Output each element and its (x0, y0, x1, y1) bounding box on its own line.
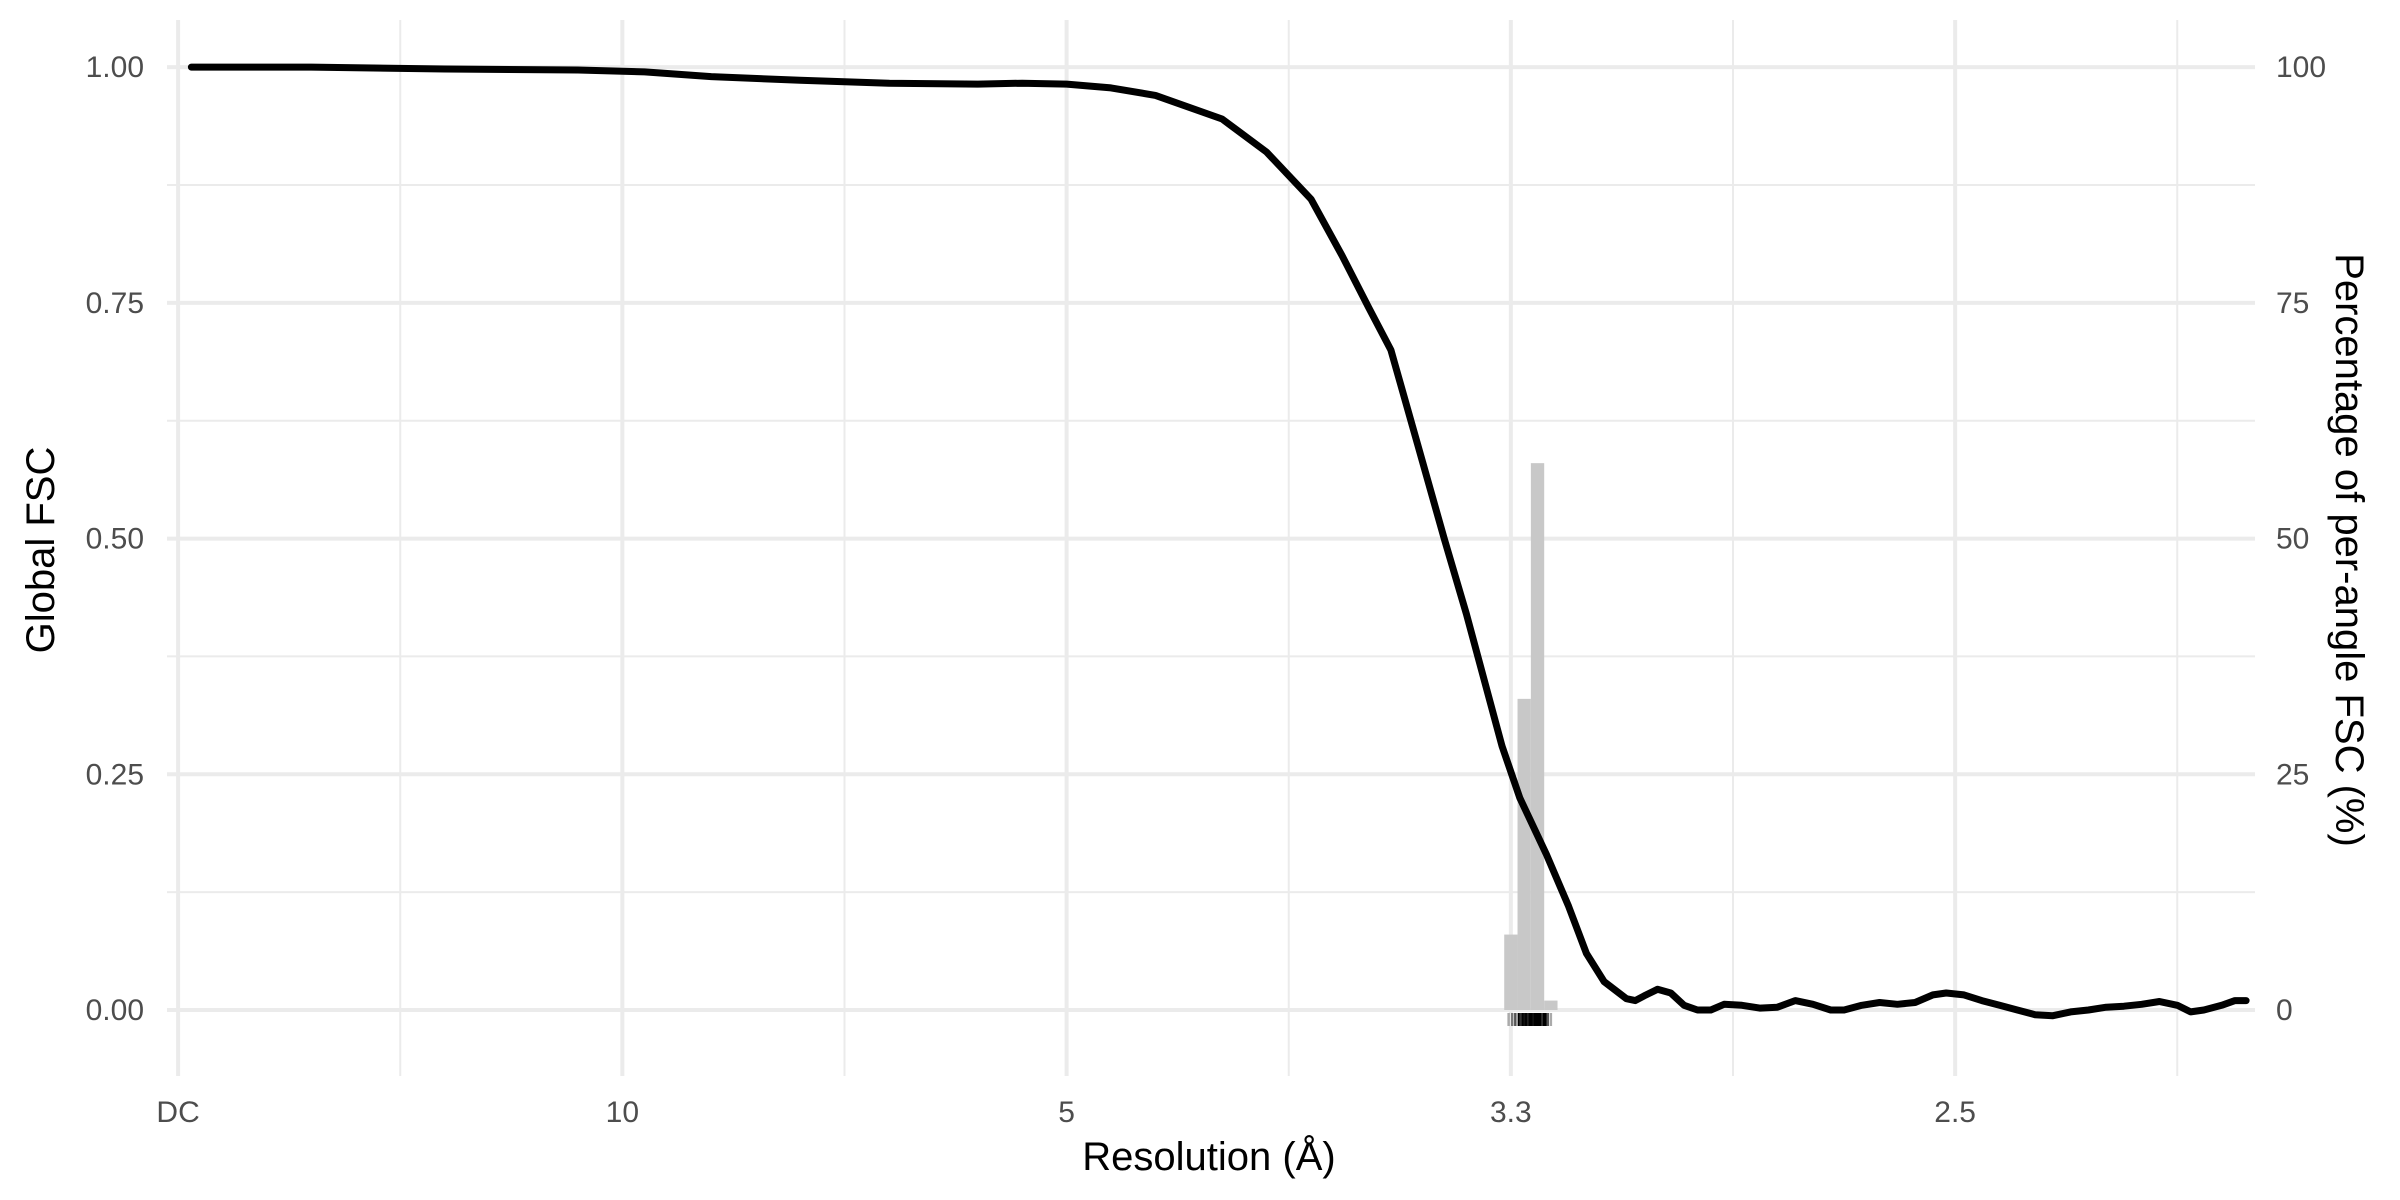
histogram-bar (1517, 698, 1531, 1010)
x-tick-label: 5 (1058, 1096, 1075, 1129)
x-axis-title: Resolution (Å) (1082, 1134, 1335, 1179)
x-tick-label: 3.3 (1490, 1096, 1532, 1129)
y-axis-tick-labels: 0.00 0.25 0.50 0.75 1.00 (86, 51, 144, 1027)
y2-tick-label: 0 (2276, 994, 2293, 1027)
x-tick-label: 10 (606, 1096, 639, 1129)
global-fsc-line (187, 63, 2250, 1020)
y-tick-label: 0.75 (86, 287, 144, 320)
per-angle-fsc-histogram (1504, 463, 1558, 1011)
global-fsc-series (187, 63, 2250, 1020)
histogram-bar (1530, 463, 1545, 1011)
y-tick-label: 0.25 (86, 758, 144, 791)
histogram-bar (1504, 934, 1518, 1010)
y2-axis-title: Percentage of per-angle FSC (%) (2327, 253, 2371, 847)
y2-axis-tick-labels: 0 25 50 75 100 (2276, 51, 2326, 1027)
y2-tick-label: 75 (2276, 287, 2309, 320)
histogram-bar (1544, 1000, 1558, 1010)
y2-tick-label: 50 (2276, 523, 2309, 556)
y-tick-label: 0.50 (86, 523, 144, 556)
y2-tick-label: 25 (2276, 758, 2309, 791)
x-tick-label: 2.5 (1934, 1096, 1976, 1129)
y-axis-title: Global FSC (19, 447, 63, 654)
x-tick-label: DC (156, 1096, 199, 1129)
x-axis-tick-labels: DC 10 5 3.3 2.5 (156, 1096, 1976, 1129)
y-tick-label: 0.00 (86, 994, 144, 1027)
per-angle-rug (1507, 1013, 1553, 1026)
minor-gridlines (167, 20, 2255, 1076)
y2-tick-label: 100 (2276, 51, 2326, 84)
y-tick-label: 1.00 (86, 51, 144, 84)
